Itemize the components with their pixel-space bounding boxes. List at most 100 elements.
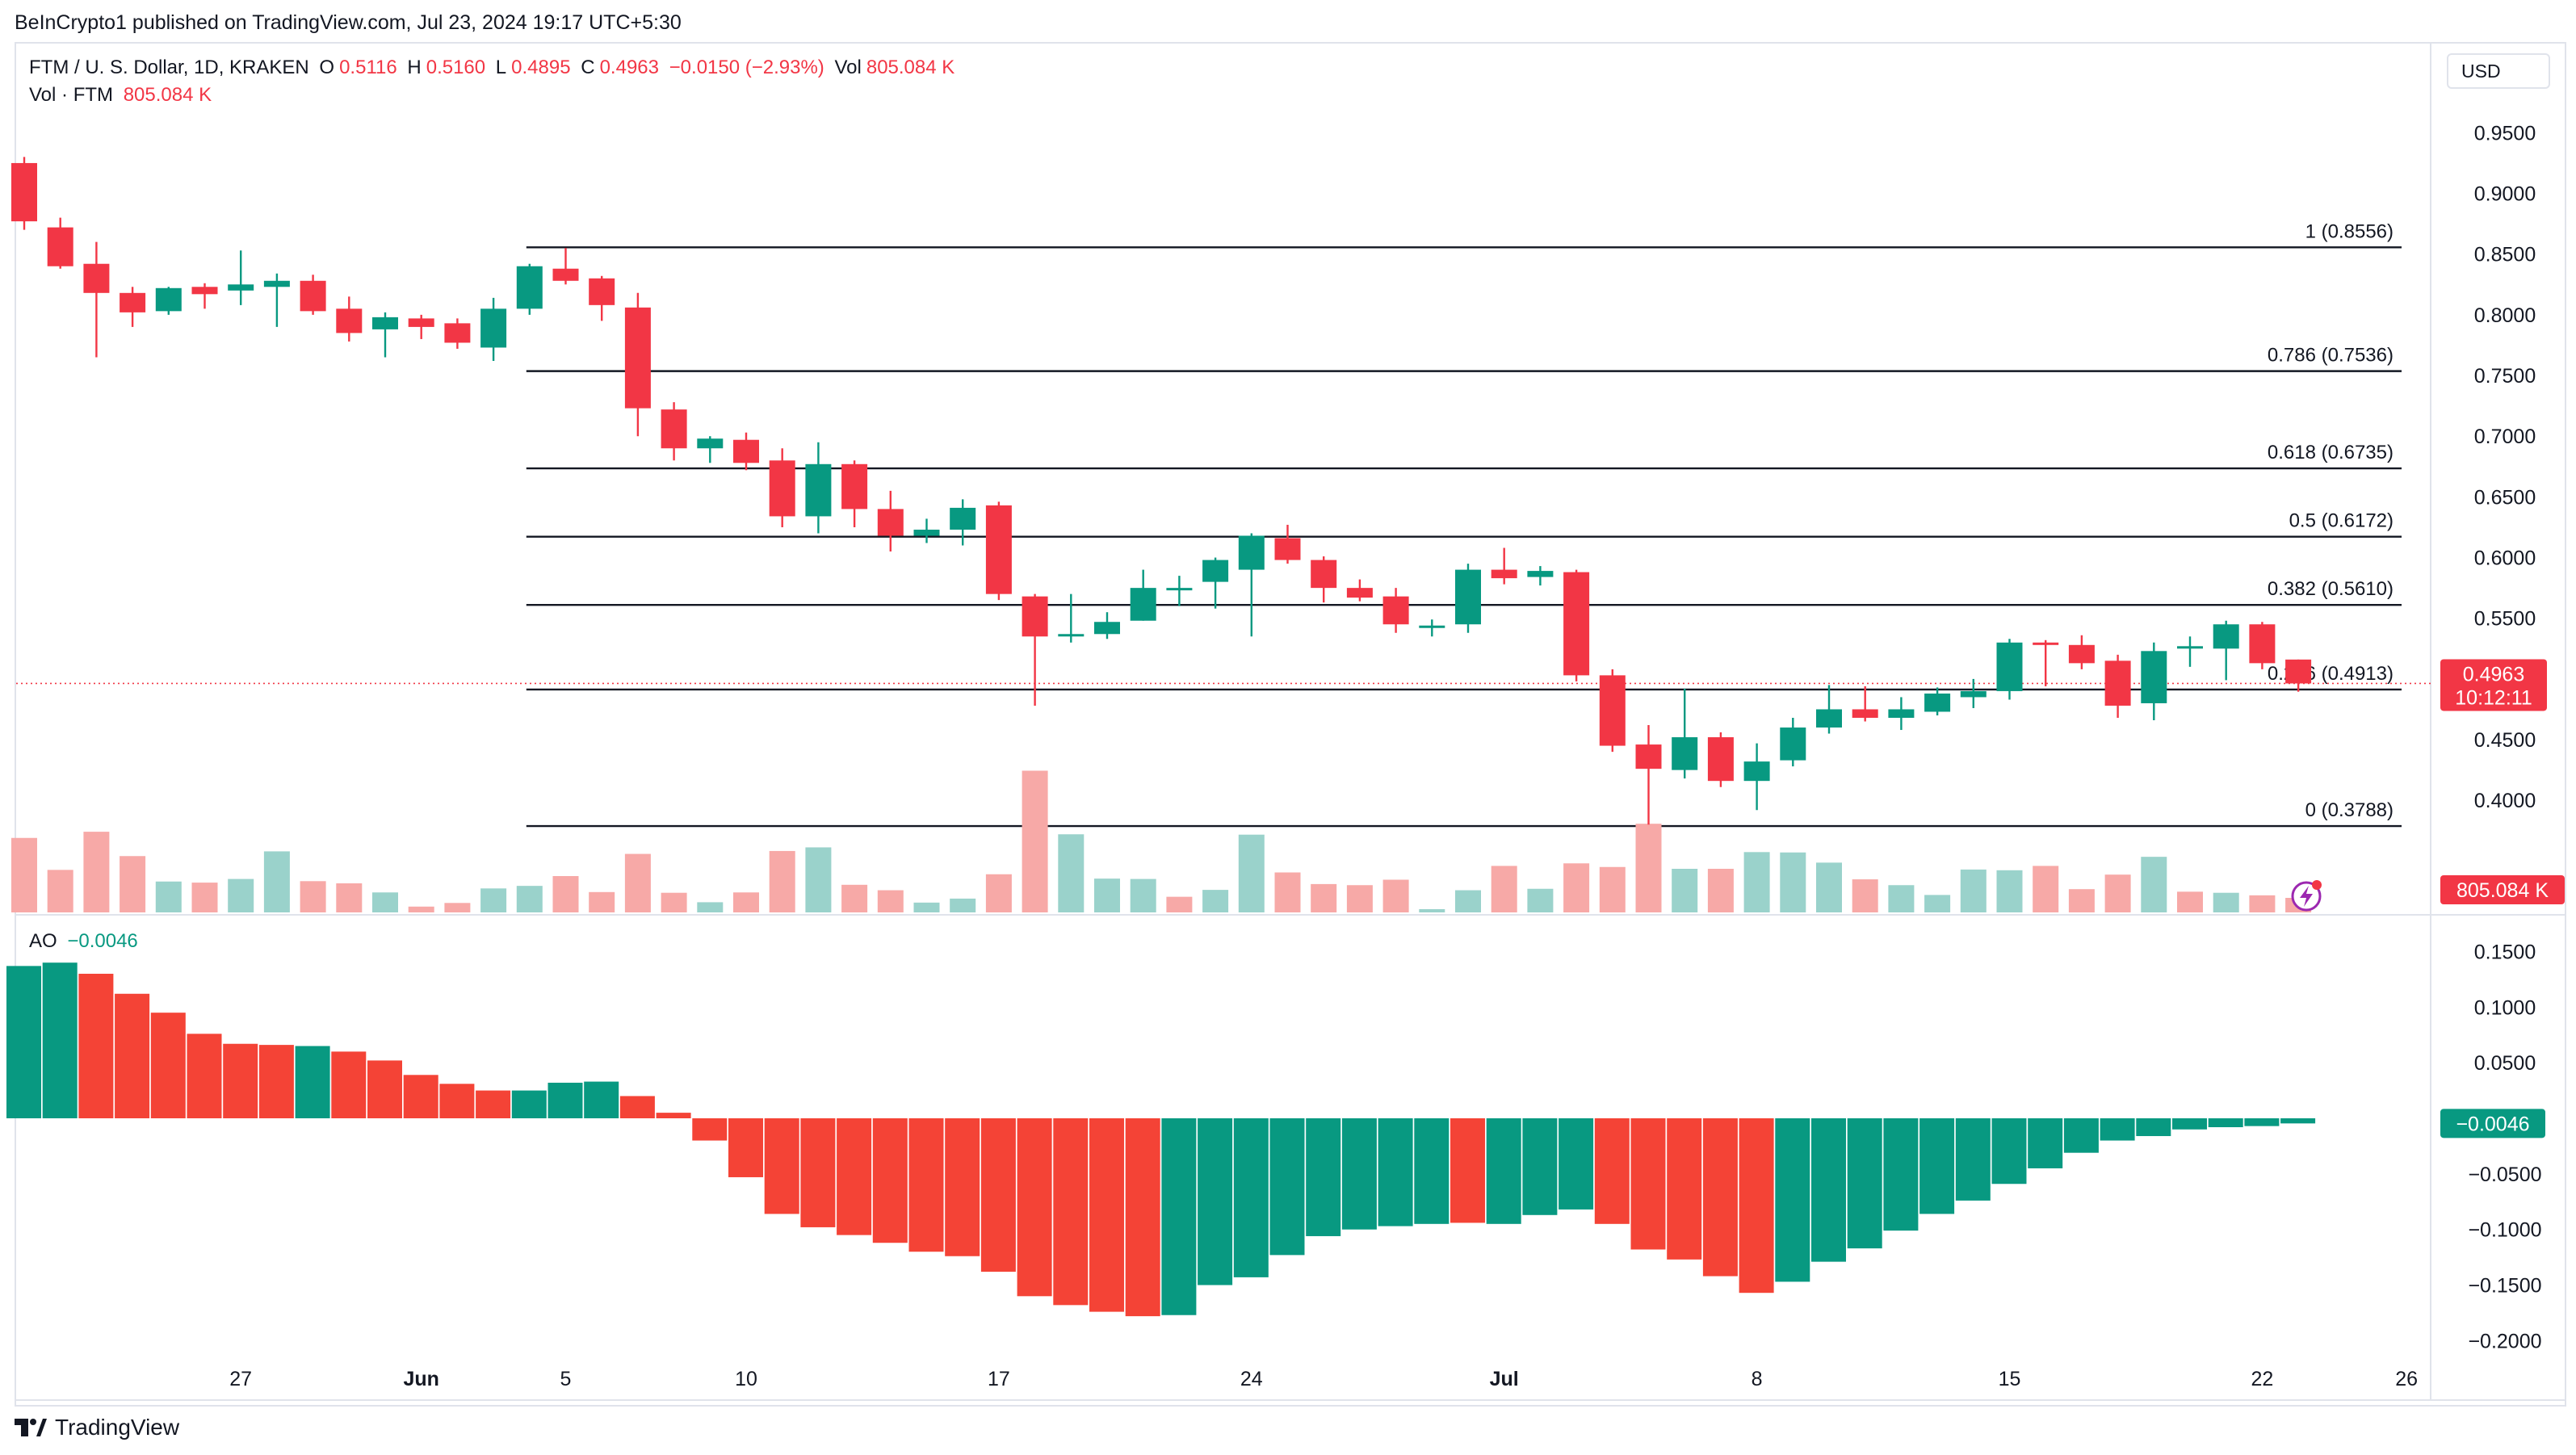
ao-bar — [1125, 1118, 1160, 1317]
candle[interactable] — [516, 263, 543, 315]
candle[interactable] — [228, 250, 254, 305]
candle[interactable] — [1816, 685, 1842, 734]
candle[interactable] — [444, 318, 471, 349]
candle[interactable] — [372, 312, 398, 358]
candle[interactable] — [1419, 619, 1445, 637]
candle[interactable] — [1960, 678, 1987, 708]
candle[interactable] — [1166, 576, 1193, 606]
currency-button[interactable]: USD — [2447, 53, 2550, 89]
volume-bar — [1455, 890, 1481, 912]
candle[interactable] — [985, 501, 1012, 601]
volume-legend[interactable]: Vol · FTM 805.084 K — [29, 84, 216, 107]
candle[interactable] — [2177, 636, 2203, 667]
candle[interactable] — [1346, 579, 1373, 602]
candle[interactable] — [1924, 687, 1951, 715]
candle[interactable] — [877, 490, 904, 552]
volume-bar — [228, 878, 254, 912]
ao-bar — [1161, 1118, 1197, 1315]
candle[interactable] — [1094, 612, 1120, 639]
ao-bar — [403, 1075, 438, 1118]
candle[interactable] — [1672, 688, 1698, 779]
ao-legend[interactable]: AO −0.0046 — [29, 930, 143, 953]
ao-bar — [1486, 1118, 1521, 1224]
volume-bar — [1707, 869, 1734, 912]
ao-bar — [1233, 1118, 1269, 1277]
candle[interactable] — [1058, 593, 1085, 643]
volume-bar — [985, 874, 1012, 912]
candle[interactable] — [336, 296, 363, 342]
ao-tick-label: 0.1000 — [2474, 996, 2536, 1019]
ao-bar — [2244, 1118, 2280, 1126]
candle[interactable] — [83, 241, 110, 358]
symbol-title[interactable]: FTM / U. S. Dollar, 1D, KRAKEN — [29, 57, 309, 78]
candle[interactable] — [1743, 743, 1770, 811]
candle[interactable] — [1996, 639, 2023, 700]
candle[interactable] — [1022, 593, 1048, 706]
fib-level-label: 0 (0.3788) — [2305, 799, 2393, 821]
candle[interactable] — [1311, 556, 1337, 603]
volume-bar — [480, 888, 507, 912]
candle[interactable] — [624, 292, 651, 437]
ao-bar — [1811, 1118, 1846, 1262]
candle[interactable] — [1455, 564, 1481, 633]
symbol-legend[interactable]: FTM / U. S. Dollar, 1D, KRAKEN O 0.5116 H… — [29, 57, 959, 79]
candle[interactable] — [47, 217, 73, 269]
candle-body — [1780, 728, 1806, 761]
candle[interactable] — [11, 157, 37, 230]
candle[interactable] — [155, 287, 182, 315]
candle[interactable] — [1563, 569, 1590, 681]
candle[interactable] — [300, 275, 326, 315]
candle[interactable] — [2285, 659, 2312, 692]
candle[interactable] — [2213, 620, 2239, 681]
ao-bar — [1198, 1118, 1233, 1285]
volume-bar — [155, 881, 182, 912]
candle[interactable] — [263, 273, 290, 327]
candle[interactable] — [552, 248, 579, 285]
candle[interactable] — [1527, 566, 1554, 586]
candle-body — [11, 162, 37, 222]
candle[interactable] — [1130, 569, 1156, 621]
candle[interactable] — [1852, 686, 1878, 722]
ao-bar — [2100, 1118, 2135, 1141]
candle[interactable] — [1382, 588, 1409, 633]
candle[interactable] — [1888, 697, 1915, 731]
candle-body — [1599, 675, 1626, 746]
candle[interactable] — [2104, 654, 2131, 718]
candle[interactable] — [2068, 635, 2095, 669]
volume-bar — [1924, 895, 1951, 912]
candle[interactable] — [191, 283, 218, 309]
candle[interactable] — [2141, 642, 2167, 721]
candle[interactable] — [841, 460, 868, 527]
candle[interactable] — [913, 518, 940, 543]
candle[interactable] — [950, 499, 976, 546]
volume-bar — [47, 870, 73, 912]
candle[interactable] — [1274, 524, 1301, 564]
candle[interactable] — [1599, 669, 1626, 753]
candle[interactable] — [120, 287, 146, 327]
lightning-icon[interactable] — [2291, 880, 2322, 912]
volume-bar — [877, 890, 904, 912]
candle[interactable] — [661, 402, 687, 461]
candle[interactable] — [408, 314, 434, 339]
candle[interactable] — [1707, 732, 1734, 787]
candle[interactable] — [1491, 547, 1517, 585]
ao-bar — [1053, 1118, 1089, 1306]
volume-bar — [2104, 874, 2131, 912]
candle[interactable] — [2033, 639, 2059, 686]
candle-body — [1527, 571, 1554, 577]
candle[interactable] — [1238, 533, 1265, 637]
candle[interactable] — [733, 432, 759, 471]
candle[interactable] — [697, 436, 724, 463]
candle[interactable] — [480, 297, 507, 361]
candle[interactable] — [1635, 725, 1662, 825]
candle[interactable] — [805, 442, 832, 534]
candle[interactable] — [769, 448, 795, 527]
candle[interactable] — [589, 275, 615, 321]
candle[interactable] — [2249, 622, 2276, 669]
candle[interactable] — [1202, 557, 1229, 609]
volume-bar — [661, 892, 687, 912]
candle[interactable] — [1780, 717, 1806, 767]
volume-value-marker: 805.084 K — [2440, 875, 2565, 904]
